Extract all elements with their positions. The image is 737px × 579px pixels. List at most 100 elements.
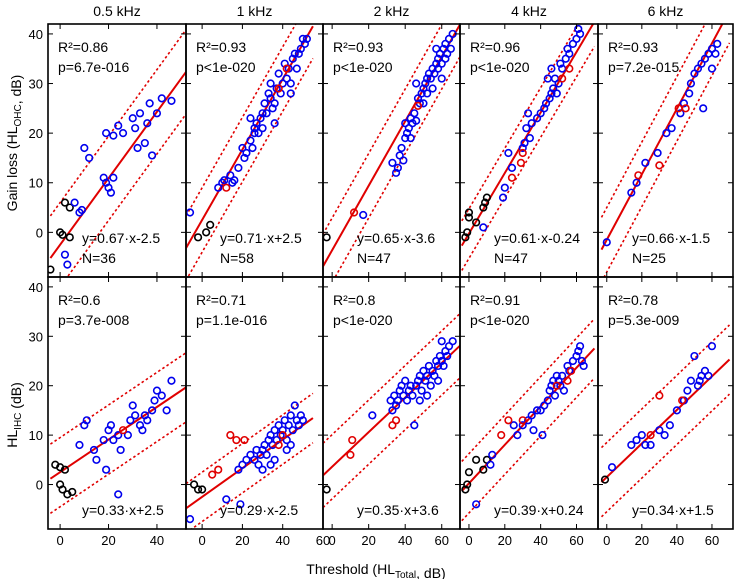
confidence-band-lower [190,442,314,529]
data-point-black [58,485,67,494]
data-point-blue [500,183,509,192]
data-point-blue [284,421,293,430]
data-point-blue [547,89,556,98]
row-labels: Gain loss (HLOHC, dB) HLIHC (dB) [4,75,24,448]
data-point-blue [412,79,421,88]
panel-r0-1-khz: R²=0.93 p<1e-020 y=0.71·x+2.5 N=58 [185,23,324,278]
data-point-black [193,233,203,242]
p-value-label: p<1e-020 [333,312,393,328]
data-point-blue [428,84,437,93]
data-point-blue [545,386,554,395]
data-point-blue [286,411,295,420]
data-point-blue [128,114,137,123]
data-point-red [655,391,664,400]
confidence-band-upper [186,24,297,217]
data-point-blue [254,129,263,138]
data-point-blue [118,129,128,138]
x-tick-label: 0 [603,533,610,548]
data-point-blue [524,109,533,118]
data-point-blue [391,401,401,410]
data-point-blue [415,396,424,405]
data-point-blue [246,450,255,459]
p-value-label: p<1e-020 [196,59,256,75]
data-point-blue [290,49,299,58]
data-point-blue [152,109,162,118]
data-point-blue [421,79,430,88]
regression-line [323,344,460,477]
data-point-red [278,431,287,440]
data-point-blue [399,156,408,165]
data-point-blue [270,119,279,128]
panel-r1-4-khz: 0 20 40 60 R²=0.91 p<1e-020 y=0.39·x+0.24 [459,276,599,548]
data-point-blue [547,64,556,73]
data-point-blue [410,421,419,430]
data-point-blue [109,435,118,445]
data-point-red [346,450,355,459]
data-point-blue [417,386,426,395]
p-value-label: p<1e-020 [470,59,530,75]
data-point-black [464,213,474,222]
data-point-blue [280,59,289,68]
data-point-blue [448,337,457,346]
column-header-0-5-khz: 0.5 kHz [93,3,140,19]
data-point-blue [707,64,717,73]
y-tick-label: 10 [29,428,43,443]
data-point-blue [258,109,267,118]
data-point-black [480,198,490,207]
data-point-blue [579,361,588,371]
data-point-blue [167,96,176,105]
data-point-blue [288,426,297,435]
data-point-blue [242,455,251,464]
data-point-blue [102,129,111,138]
y-tick-label: 0 [36,478,43,493]
x-tick-label: 0 [329,533,336,548]
y-tick-label: 0 [36,225,43,240]
data-point-blue [276,89,285,98]
panel-frame [597,276,734,530]
data-point-blue [138,426,147,435]
confidence-band-lower [461,46,596,271]
r-squared-label: R²=0.86 [58,39,108,55]
data-point-blue [498,193,508,202]
data-point-blue [143,119,152,128]
p-value-label: p=3.7e-008 [58,312,129,328]
data-point-black [482,193,491,202]
data-point-red [558,74,567,83]
plot-area [323,24,460,277]
data-point-red [214,465,223,474]
data-point-blue [250,455,259,464]
data-point-blue [290,401,299,410]
data-point-red [552,381,561,390]
equation-label: y=0.29·x-2.5 [220,502,298,518]
data-point-blue [540,104,549,113]
n-label: N=36 [82,250,116,266]
data-point-blue [439,361,448,371]
data-point-blue [527,411,536,420]
x-tick-label: 20 [235,533,249,548]
data-point-black [193,485,203,494]
data-point-black [461,233,470,242]
data-point-blue [135,109,145,118]
data-point-blue [214,183,223,192]
r-squared-label: R²=0.6 [58,292,101,308]
data-point-blue [547,381,556,390]
data-point-blue [655,426,664,435]
data-point-black [323,233,331,242]
data-point-blue [230,176,239,185]
data-point-blue [401,133,410,143]
r-squared-label: R²=0.96 [470,39,520,55]
data-point-blue [133,143,142,153]
data-point-blue [296,44,305,53]
data-point-blue [126,416,135,425]
data-point-blue [513,431,522,440]
data-point-blue [707,342,717,351]
x-tick-label: 40 [398,533,412,548]
plot-area [49,352,186,514]
confidence-band-upper [323,312,460,444]
plot-area [48,29,186,277]
equation-label: y=0.71·x+2.5 [220,230,302,246]
data-point-red [232,435,241,445]
data-point-blue [522,124,531,133]
data-point-red [274,440,283,450]
data-point-blue [260,440,269,450]
